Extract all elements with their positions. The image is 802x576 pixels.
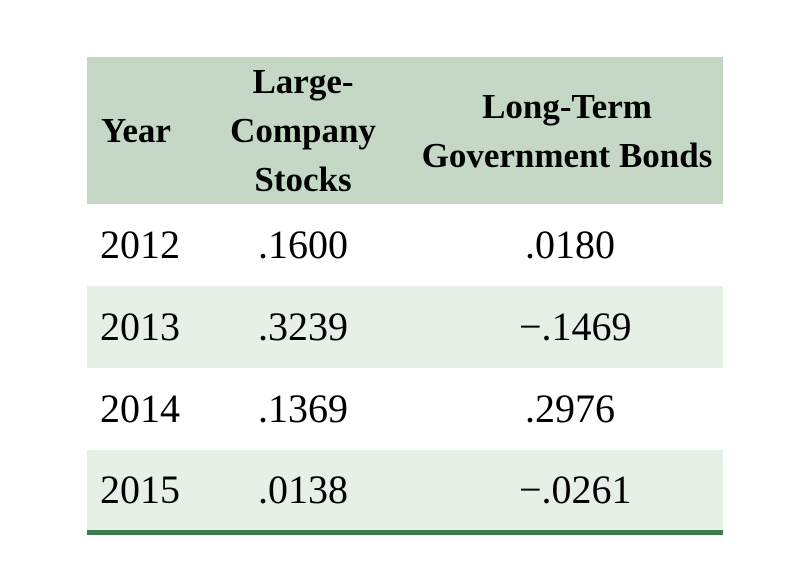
bonds-value-cell: −.0261: [411, 450, 723, 532]
table-row: 2013 .3239 −.1469: [87, 286, 723, 368]
stocks-value-cell: .0138: [258, 466, 348, 512]
bonds-value-cell: .0180: [411, 204, 723, 286]
column-header-bonds-line2: Government Bonds: [421, 135, 713, 175]
bonds-value-cell: −.1469: [411, 286, 723, 368]
column-header-large-company-stocks: Large-Company Stocks: [195, 57, 411, 204]
table-row: 2015 .0138 −.0261: [87, 450, 723, 532]
column-header-stocks-line2: Stocks: [254, 160, 352, 199]
column-header-bonds-line1: Long-Term: [482, 86, 652, 126]
bonds-value: .0180: [525, 222, 615, 267]
column-header-long-term-government-bonds: Long-Term Government Bonds: [411, 57, 723, 204]
table-row: 2014 .1369 .2976: [87, 368, 723, 450]
column-header-year: Year: [87, 57, 195, 204]
bonds-value: −.0261: [519, 466, 632, 512]
year-cell: 2013: [100, 304, 180, 349]
column-header-stocks-line1: Large-Company: [230, 62, 376, 150]
stocks-value-cell: .3239: [258, 304, 348, 349]
bonds-value: .2976: [525, 386, 615, 431]
stocks-value-cell: .1369: [258, 386, 348, 431]
returns-table: Year Large-Company Stocks Long-Term Gove…: [87, 57, 723, 535]
year-cell: 2015: [100, 466, 180, 512]
bonds-value-cell: .2976: [411, 368, 723, 450]
bonds-value: −.1469: [519, 304, 632, 349]
stocks-value-cell: .1600: [258, 222, 348, 267]
year-cell: 2012: [100, 222, 180, 267]
column-header-year-label: Year: [101, 111, 171, 150]
year-cell: 2014: [100, 386, 180, 431]
header-row: Year Large-Company Stocks Long-Term Gove…: [87, 57, 723, 204]
table-row: 2012 .1600 .0180: [87, 204, 723, 286]
